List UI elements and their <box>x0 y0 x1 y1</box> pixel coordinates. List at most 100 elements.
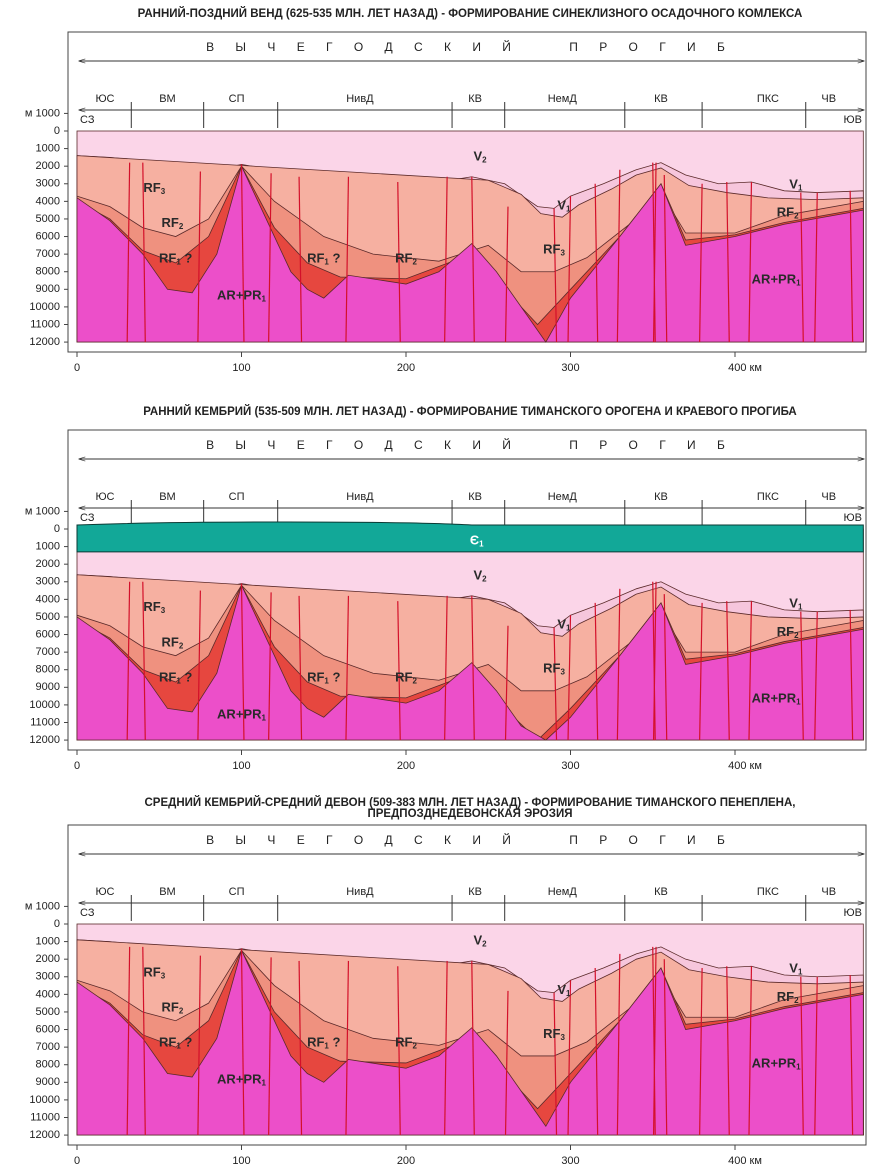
depth-tick-label: 0 <box>54 918 60 930</box>
depth-tick-label: 1000 <box>36 935 60 947</box>
depth-tick-label: 12000 <box>29 1129 60 1141</box>
unit-base: AR+PR <box>752 691 797 706</box>
unit-base: AR+PR <box>752 1056 797 1071</box>
unit-index: 3 <box>161 187 166 196</box>
unit-label: RF1 ? <box>159 1035 192 1051</box>
unit-index: 1 <box>566 624 571 633</box>
east-label: ЮВ <box>844 907 862 919</box>
unit-query: ? <box>181 251 193 266</box>
distance-tick-label: 0 <box>74 362 80 374</box>
depth-tick-label: 8000 <box>36 266 60 278</box>
depth-tick-label: 5000 <box>36 611 60 623</box>
unit-base: V <box>789 961 798 976</box>
unit-index: 1 <box>796 698 801 707</box>
unit-base: RF <box>159 1035 176 1050</box>
panel-title: РАННИЙ-ПОЗДНИЙ ВЕНД (625-535 МЛН. ЛЕТ НА… <box>138 7 803 20</box>
unit-index: 2 <box>794 631 799 640</box>
segment-label: ПКС <box>757 93 779 105</box>
depth-tick-label: 4000 <box>36 593 60 605</box>
distance-tick-label: 300 <box>561 1155 579 1167</box>
segment-label: НемД <box>548 491 578 503</box>
unit-base: V <box>557 982 566 997</box>
unit-index: 1 <box>479 539 484 548</box>
segment-label: ПКС <box>757 886 779 898</box>
unit-base: V <box>473 568 482 583</box>
unit-label: AR+PR1 <box>752 691 801 707</box>
depth-tick-label: 1000 <box>36 540 60 552</box>
unit-base: RF <box>395 670 412 685</box>
depth-tick-label: м 1000 <box>25 505 60 517</box>
depth-tick-label: 1000 <box>36 142 60 154</box>
distance-tick-label: 100 <box>232 1155 250 1167</box>
unit-index: 2 <box>482 155 487 164</box>
unit-base: RF <box>777 205 794 220</box>
distance-tick-label: 200 <box>397 1155 415 1167</box>
unit-index: 3 <box>560 249 565 258</box>
distance-tick-label: 300 <box>561 362 579 374</box>
unit-base: AR+PR <box>217 707 262 722</box>
unit-index: 3 <box>560 1033 565 1042</box>
west-label: СЗ <box>80 907 95 919</box>
depth-tick-label: 10000 <box>29 1094 60 1106</box>
depth-tick-label: 10000 <box>29 699 60 711</box>
distance-tick-label: 300 <box>561 760 579 772</box>
unit-label: AR+PR1 <box>752 1056 801 1072</box>
depth-tick-label: 2000 <box>36 160 60 172</box>
segment-label: НивД <box>346 886 374 898</box>
unit-base: AR+PR <box>217 1072 262 1087</box>
segment-label: КВ <box>468 491 482 503</box>
depth-tick-label: 7000 <box>36 646 60 658</box>
unit-label: AR+PR1 <box>217 707 266 723</box>
unit-index: 1 <box>798 603 803 612</box>
depth-tick-label: 8000 <box>36 664 60 676</box>
unit-base: AR+PR <box>217 288 262 303</box>
segment-label: ЮС <box>95 491 114 503</box>
unit-query: ? <box>181 1035 193 1050</box>
unit-base: AR+PR <box>752 272 797 287</box>
unit-base: V <box>557 198 566 213</box>
east-label: ЮВ <box>844 512 862 524</box>
unit-index: 1 <box>796 279 801 288</box>
distance-tick-label: 200 <box>397 362 415 374</box>
unit-label: AR+PR1 <box>217 288 266 304</box>
segment-label: ВМ <box>159 886 176 898</box>
segment-label: ЮС <box>95 886 114 898</box>
unit-label: RF1 ? <box>159 670 192 686</box>
depth-tick-label: 3000 <box>36 971 60 983</box>
panel: СРЕДНИЙ КЕМБРИЙ-СРЕДНИЙ ДЕВОН (509-383 М… <box>25 796 866 1167</box>
distance-tick-label: 200 <box>397 760 415 772</box>
unit-index: 2 <box>179 641 184 650</box>
depth-tick-label: 7000 <box>36 1041 60 1053</box>
east-label: ЮВ <box>844 114 862 126</box>
unit-query: ? <box>329 670 341 685</box>
segment-label: КВ <box>654 491 668 503</box>
unit-label: AR+PR1 <box>217 1072 266 1088</box>
unit-base: RF <box>162 635 179 650</box>
unit-base: RF <box>395 1035 412 1050</box>
trough-label: В Ы Ч Е Г О Д С К И Й П Р О Г И Б <box>206 437 734 452</box>
unit-index: 1 <box>796 1063 801 1072</box>
distance-tick-label: 0 <box>74 760 80 772</box>
panel-title: ПРЕДПОЗДНЕДЕВОНСКАЯ ЭРОЗИЯ <box>368 808 573 820</box>
unit-index: 1 <box>261 294 266 303</box>
distance-tick-label: 400 км <box>728 760 762 772</box>
unit-base: V <box>557 617 566 632</box>
unit-index: 1 <box>798 184 803 193</box>
depth-tick-label: 4000 <box>36 988 60 1000</box>
unit-base: RF <box>307 251 324 266</box>
depth-tick-label: 0 <box>54 125 60 137</box>
distance-tick-label: 0 <box>74 1155 80 1167</box>
unit-label: RF1 ? <box>159 251 192 267</box>
unit-index: 2 <box>794 996 799 1005</box>
unit-base: RF <box>543 242 560 257</box>
unit-index: 3 <box>161 971 166 980</box>
unit-base: RF <box>777 624 794 639</box>
segment-label: НивД <box>346 491 374 503</box>
unit-index: 2 <box>412 1042 417 1051</box>
segment-label: ЧВ <box>821 491 836 503</box>
depth-tick-label: 12000 <box>29 336 60 348</box>
segment-label: КВ <box>654 93 668 105</box>
depth-tick-label: 11000 <box>30 318 60 330</box>
segment-label: НемД <box>548 886 578 898</box>
depth-tick-label: 2000 <box>36 558 60 570</box>
